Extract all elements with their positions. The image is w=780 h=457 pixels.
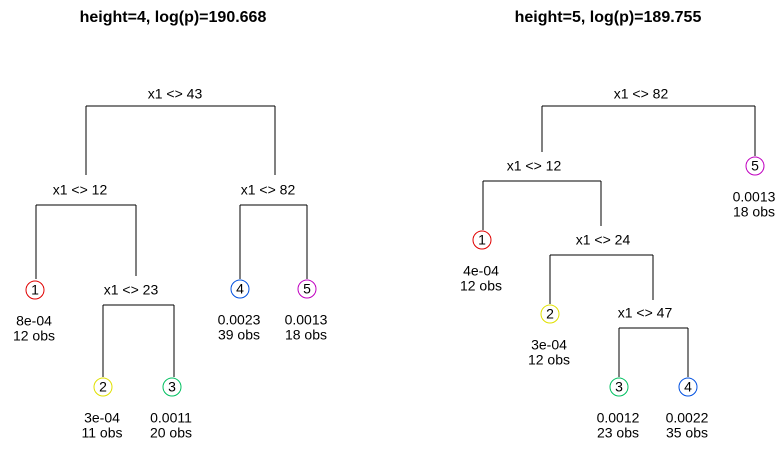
leaf-value: 0.0011 <box>150 410 192 426</box>
leaf-id: 4 <box>684 379 692 395</box>
split-label: x1 <> 12 <box>507 158 562 174</box>
leaf-node <box>297 279 317 299</box>
leaf-id: 3 <box>615 379 623 395</box>
leaf-value: 0.0013 <box>733 189 776 205</box>
leaf-id: 2 <box>546 306 554 322</box>
leaf-node <box>609 377 629 397</box>
leaf-obs: 12 obs <box>528 352 570 368</box>
leaf-obs: 12 obs <box>13 328 55 344</box>
leaf-value: 0.0022 <box>666 410 709 426</box>
leaf-obs: 23 obs <box>597 425 639 441</box>
leaf-obs: 35 obs <box>666 425 708 441</box>
split-label: x1 <> 24 <box>576 232 631 248</box>
leaf-value: 3e-04 <box>531 337 567 353</box>
leaf-value: 0.0012 <box>597 410 640 426</box>
tree-title: height=4, log(p)=190.668 <box>80 9 267 26</box>
split-label: x1 <> 43 <box>148 86 203 102</box>
leaf-id: 3 <box>168 379 176 395</box>
split-label: x1 <> 82 <box>241 182 296 198</box>
left-tree-edges <box>35 105 308 377</box>
leaf-id: 1 <box>31 282 39 298</box>
leaf-obs: 11 obs <box>82 425 123 441</box>
leaf-value: 8e-04 <box>16 313 52 329</box>
leaf-value: 0.0013 <box>285 312 328 328</box>
leaf-node <box>745 156 765 176</box>
leaf-obs: 20 obs <box>150 425 192 441</box>
leaf-value: 3e-04 <box>84 410 120 426</box>
split-label: x1 <> 12 <box>53 182 108 198</box>
tree-title: height=5, log(p)=189.755 <box>515 9 702 26</box>
leaf-id: 5 <box>751 158 759 174</box>
leaf-node <box>162 377 182 397</box>
leaf-value: 0.0023 <box>218 312 261 328</box>
leaf-node <box>678 377 698 397</box>
split-label: x1 <> 82 <box>614 86 669 102</box>
split-label: x1 <> 47 <box>618 305 673 321</box>
leaf-node <box>230 279 250 299</box>
leaf-obs: 18 obs <box>285 327 327 343</box>
split-label: x1 <> 23 <box>104 282 159 298</box>
leaf-id: 5 <box>303 281 311 297</box>
leaf-obs: 12 obs <box>460 278 502 294</box>
right-tree-edges <box>482 105 756 377</box>
leaf-node <box>25 280 45 300</box>
leaf-node <box>472 230 492 250</box>
leaf-node <box>540 304 560 324</box>
leaf-id: 1 <box>478 232 486 248</box>
leaf-id: 2 <box>99 379 107 395</box>
leaf-id: 4 <box>236 281 244 297</box>
leaf-obs: 18 obs <box>733 204 775 220</box>
leaf-value: 4e-04 <box>463 263 499 279</box>
leaf-obs: 39 obs <box>218 327 260 343</box>
leaf-node <box>93 377 113 397</box>
